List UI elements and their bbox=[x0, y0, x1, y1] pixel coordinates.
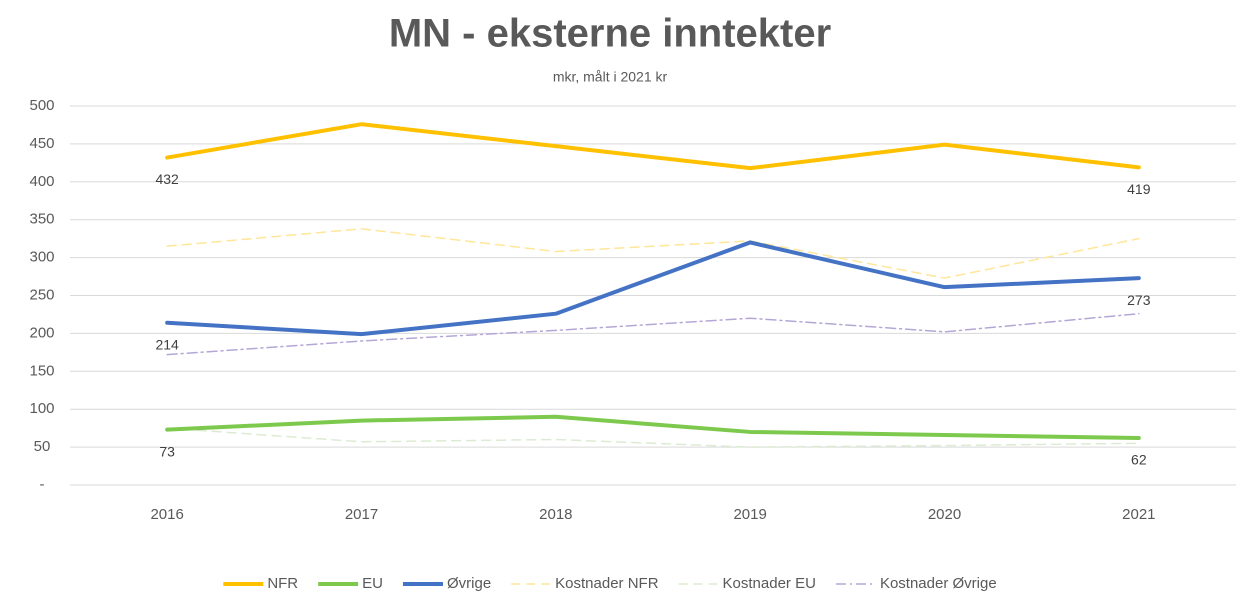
y-tick-label: 400 bbox=[29, 173, 54, 190]
x-tick-label: 2021 bbox=[1122, 506, 1155, 523]
y-tick-label: - bbox=[40, 476, 45, 493]
y-tick-label: 300 bbox=[29, 249, 54, 266]
data-label: 73 bbox=[159, 443, 175, 459]
x-tick-label: 2019 bbox=[733, 506, 766, 523]
x-tick-label: 2018 bbox=[539, 506, 572, 523]
y-tick-label: 200 bbox=[29, 324, 54, 341]
y-tick-label: 150 bbox=[29, 362, 54, 379]
legend-label: Kostnader EU bbox=[723, 575, 816, 592]
data-label: 62 bbox=[1131, 452, 1147, 468]
y-tick-label: 50 bbox=[34, 438, 51, 455]
series-line bbox=[165, 122, 1141, 171]
data-label: 273 bbox=[1127, 292, 1151, 308]
data-label: 432 bbox=[155, 171, 179, 187]
chart-title: MN - eksterne inntekter bbox=[389, 12, 831, 56]
series-line bbox=[166, 312, 1140, 356]
series-line bbox=[165, 240, 1141, 337]
legend-label: Kostnader NFR bbox=[555, 575, 659, 592]
y-tick-label: 250 bbox=[29, 286, 54, 303]
y-tick-label: 100 bbox=[29, 400, 54, 417]
legend-label: NFR bbox=[267, 575, 298, 592]
x-tick-label: 2017 bbox=[345, 506, 378, 523]
y-tick-label: 350 bbox=[29, 211, 54, 228]
y-tick-label: 500 bbox=[29, 97, 54, 114]
data-label: 419 bbox=[1127, 181, 1151, 197]
legend-label: EU bbox=[362, 575, 383, 592]
legend-label: Kostnader Øvrige bbox=[880, 575, 997, 592]
series-line bbox=[165, 414, 1141, 441]
x-tick-label: 2016 bbox=[150, 506, 183, 523]
legend-label: Øvrige bbox=[447, 575, 491, 592]
series-line bbox=[166, 228, 1140, 279]
y-tick-label: 450 bbox=[29, 135, 54, 152]
chart-subtitle: mkr, målt i 2021 kr bbox=[553, 69, 668, 85]
series-line bbox=[166, 427, 1140, 448]
data-label: 214 bbox=[155, 336, 179, 352]
x-tick-label: 2020 bbox=[928, 506, 961, 523]
